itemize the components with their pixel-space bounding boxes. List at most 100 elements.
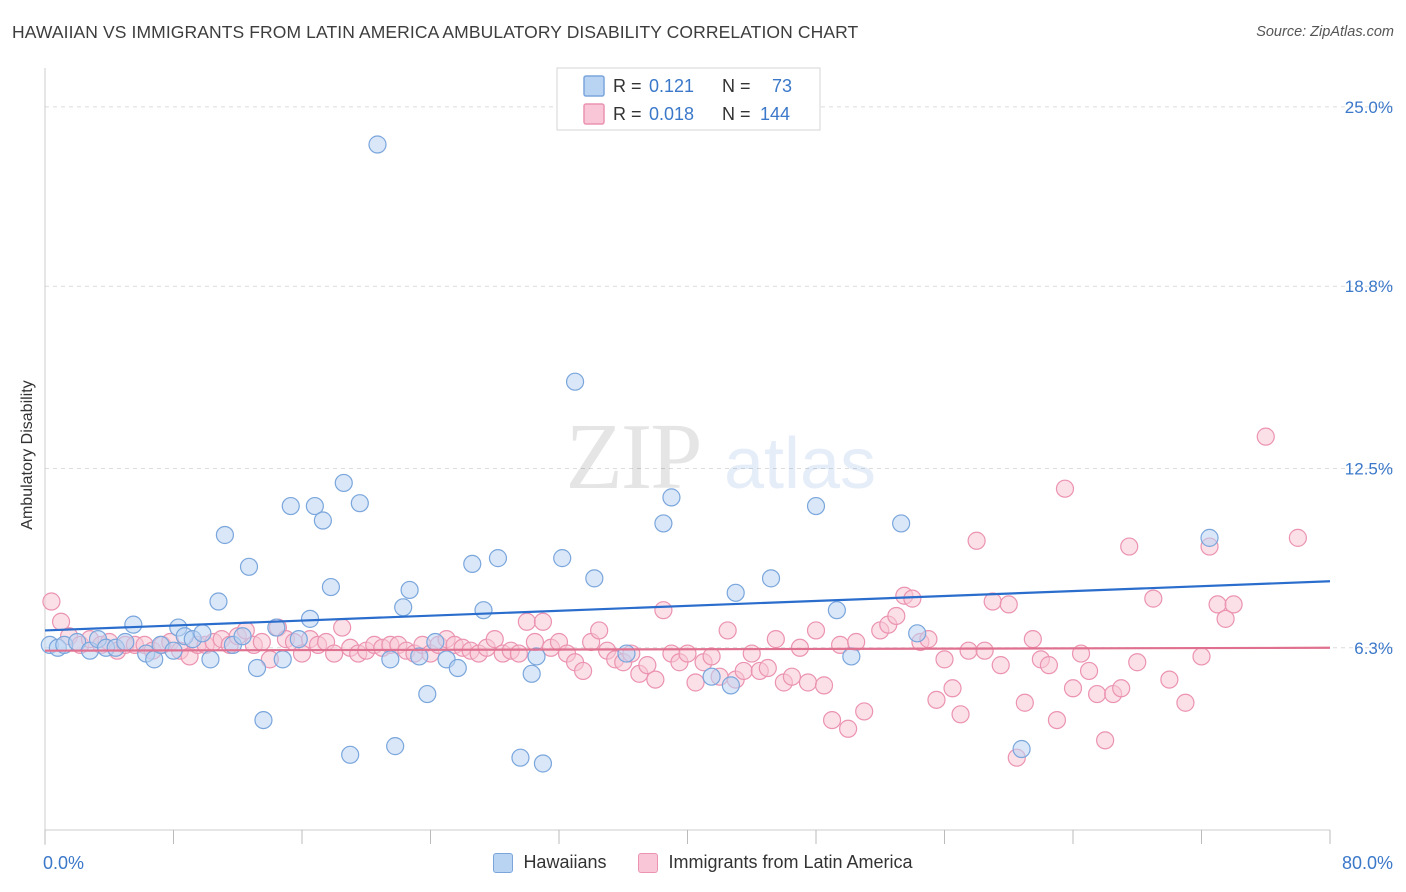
hawaiians-point [617, 644, 636, 663]
stats-r-label-immigrants: R = [613, 104, 642, 124]
immigrants-point [702, 647, 721, 666]
y-tick-label: 18.8% [1345, 277, 1393, 296]
immigrants-point [42, 592, 61, 611]
hawaiians-point [247, 658, 267, 678]
immigrants-point [806, 621, 826, 640]
immigrants-point [1160, 670, 1179, 689]
immigrants-point [1120, 537, 1139, 556]
immigrants-point [573, 661, 593, 681]
hawaiians-point [193, 624, 212, 643]
hawaiians-point [662, 488, 681, 507]
immigrants-point [1055, 479, 1075, 498]
hawaiians-point [381, 650, 400, 669]
immigrants-point [1015, 693, 1034, 712]
immigrants-point [646, 670, 665, 689]
hawaiians-point [726, 583, 745, 602]
immigrants-point [517, 612, 536, 631]
immigrants-point [991, 656, 1010, 675]
hawaiians-point [400, 580, 419, 600]
immigrants-point [927, 690, 946, 709]
trend-lines [44, 580, 1331, 652]
immigrants-point [903, 589, 922, 608]
hawaiians-point [273, 650, 292, 669]
immigrants-point [686, 673, 705, 692]
hawaiians-point [300, 609, 320, 628]
hawaiians-point [334, 473, 353, 493]
legend-item-immigrants[interactable]: Immigrants from Latin America [638, 852, 913, 873]
hawaiians-point [448, 658, 467, 678]
immigrants-point [822, 710, 842, 730]
hawaiians-point [527, 647, 546, 666]
hawaiians-point [553, 549, 572, 568]
immigrants-point [766, 630, 785, 649]
immigrants-point [252, 632, 271, 652]
legend-item-hawaiians[interactable]: Hawaiians [493, 852, 606, 873]
hawaiians-point [239, 557, 259, 576]
trend-line-hawaiians [44, 580, 1331, 632]
hawaiians-point [702, 667, 721, 686]
hawaiians-point [215, 525, 234, 545]
hawaiians-point [426, 632, 445, 652]
immigrants-point [758, 658, 777, 678]
immigrants-point [1216, 609, 1235, 628]
immigrants-point [782, 667, 802, 686]
hawaiians-point [1200, 528, 1219, 547]
series-hawaiians-points [40, 135, 1219, 773]
immigrants-point [1224, 595, 1243, 614]
watermark-atlas: atlas [724, 424, 876, 504]
y-tick-label: 12.5% [1345, 459, 1393, 478]
hawaiians-point [1012, 739, 1031, 759]
trend-line-immigrants [44, 646, 1331, 652]
hawaiians-point [254, 710, 273, 730]
immigrants-point [1176, 693, 1195, 712]
hawaiians-point [585, 569, 604, 588]
x-tick-label-max: 80.0% [1342, 853, 1393, 873]
x-tick-labels: 0.0% 80.0% [43, 853, 1393, 873]
immigrants-point [983, 592, 1002, 611]
stats-n-label-hawaiians: N = [722, 76, 751, 96]
hawaiians-point [313, 511, 332, 530]
immigrants-point [678, 644, 697, 663]
stats-r-value-hawaiians: 0.121 [649, 76, 694, 96]
immigrants-point [1256, 427, 1275, 446]
hawaiians-point [842, 647, 861, 666]
chart-title: HAWAIIAN VS IMMIGRANTS FROM LATIN AMERIC… [12, 22, 859, 42]
immigrants-point [638, 656, 657, 675]
hawaiians-point [827, 601, 846, 620]
legend-label-immigrants: Immigrants from Latin America [668, 852, 913, 872]
x-tick-label-min: 0.0% [43, 853, 84, 873]
stats-legend: R = 0.121 N = 73 R = 0.018 N = 144 [556, 67, 821, 131]
hawaiians-point [488, 549, 508, 568]
immigrants-point [1112, 679, 1131, 698]
legend-swatch-immigrants [638, 852, 659, 873]
immigrants-point [839, 719, 858, 738]
stats-n-label-immigrants: N = [722, 104, 751, 124]
series-legend: Hawaiians Immigrants from Latin America [0, 852, 1406, 873]
hawaiians-point [368, 135, 387, 154]
immigrants-point [959, 641, 978, 660]
immigrants-point [999, 595, 1018, 614]
hawaiians-point [386, 737, 405, 756]
immigrants-point [485, 630, 504, 649]
stats-r-label-hawaiians: R = [613, 76, 642, 96]
hawaiians-point [233, 627, 252, 646]
hawaiians-point [511, 748, 530, 767]
legend-swatch-hawaiians [493, 852, 514, 873]
immigrants-point [1144, 589, 1163, 608]
hawaiians-point [565, 372, 585, 391]
hawaiians-point [267, 618, 286, 637]
hawaiians-point [124, 615, 143, 634]
hawaiians-point [305, 496, 324, 516]
immigrants-point [935, 650, 954, 669]
hawaiians-point [201, 650, 220, 669]
immigrants-point [887, 606, 906, 626]
immigrants-point [975, 641, 994, 660]
immigrants-point [325, 644, 344, 663]
hawaiians-point [806, 496, 826, 516]
y-tick-labels: 6.3% 12.5% 18.8% 25.0% [1345, 98, 1393, 658]
immigrants-point [967, 531, 986, 550]
immigrants-point [1047, 710, 1067, 730]
immigrants-point [1192, 647, 1211, 666]
immigrants-point [798, 673, 818, 692]
immigrants-point [1063, 679, 1083, 698]
